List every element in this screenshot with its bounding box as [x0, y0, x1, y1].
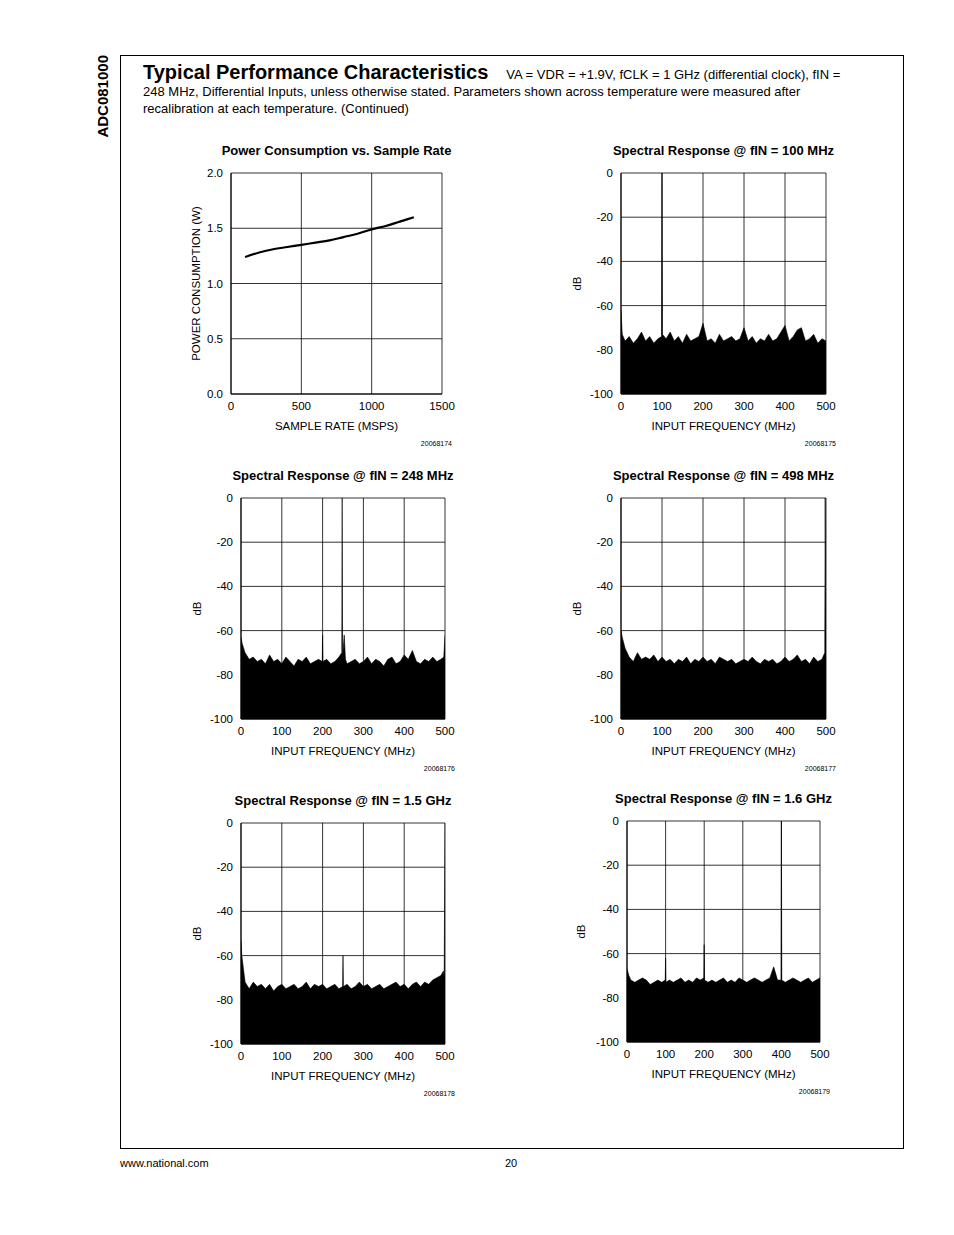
svg-text:-40: -40 [596, 255, 613, 267]
html-text:Power Consumption vs. Sample R: Power Consumption vs. Sample Rate [221, 143, 452, 158]
svg-text:INPUT FREQUENCY (MHz): INPUT FREQUENCY (MHz) [271, 745, 415, 757]
svg-text:200: 200 [693, 725, 712, 737]
svg-text:-80: -80 [596, 669, 613, 681]
html-text:20068178: 20068178 [423, 1090, 455, 1097]
svg-text:0: 0 [607, 492, 613, 504]
svg-text:200: 200 [695, 1048, 714, 1060]
svg-text:300: 300 [733, 1048, 752, 1060]
svg-text:0: 0 [618, 725, 624, 737]
svg-text:-20: -20 [596, 211, 613, 223]
svg-text:500: 500 [816, 725, 835, 737]
svg-text:400: 400 [775, 400, 794, 412]
svg-text:-100: -100 [210, 713, 233, 725]
svg-text:dB: dB [572, 601, 583, 615]
html-text:20: 20 [505, 1157, 518, 1169]
svg-text:0: 0 [613, 815, 619, 827]
svg-text:-80: -80 [216, 669, 233, 681]
svg-text:-60: -60 [216, 950, 233, 962]
svg-text:400: 400 [395, 1050, 414, 1062]
svg-text:dB: dB [572, 276, 583, 290]
svg-text:-100: -100 [596, 1036, 619, 1048]
html-text:20068179: 20068179 [798, 1088, 830, 1095]
svg-text:500: 500 [435, 1050, 454, 1062]
svg-text:400: 400 [395, 725, 414, 737]
svg-text:-40: -40 [602, 903, 619, 915]
svg-text:SAMPLE RATE (MSPS): SAMPLE RATE (MSPS) [275, 420, 398, 432]
svg-text:-20: -20 [596, 536, 613, 548]
svg-text:0: 0 [238, 1050, 244, 1062]
svg-text:-20: -20 [216, 536, 233, 548]
svg-text:100: 100 [652, 400, 671, 412]
html-text:VA = VDR = +1.9V, fCLK = 1 GHz: VA = VDR = +1.9V, fCLK = 1 GHz (differen… [143, 67, 841, 116]
svg-text:500: 500 [816, 400, 835, 412]
svg-text:300: 300 [734, 400, 753, 412]
svg-text:1.0: 1.0 [207, 278, 223, 290]
svg-text:0.0: 0.0 [207, 388, 223, 400]
svg-text:-40: -40 [216, 905, 233, 917]
svg-text:500: 500 [292, 400, 311, 412]
svg-text:500: 500 [435, 725, 454, 737]
svg-text:300: 300 [734, 725, 753, 737]
svg-text:INPUT FREQUENCY (MHz): INPUT FREQUENCY (MHz) [652, 745, 796, 757]
svg-text:POWER CONSUMPTION (W): POWER CONSUMPTION (W) [191, 206, 202, 361]
svg-text:-60: -60 [596, 625, 613, 637]
svg-text:-80: -80 [602, 992, 619, 1004]
svg-text:0.5: 0.5 [207, 333, 223, 345]
svg-text:100: 100 [656, 1048, 675, 1060]
svg-text:-100: -100 [590, 388, 613, 400]
svg-text:-60: -60 [596, 300, 613, 312]
svg-text:-80: -80 [216, 994, 233, 1006]
svg-text:200: 200 [313, 725, 332, 737]
svg-text:2.0: 2.0 [207, 167, 223, 179]
html-text:Typical Performance Characteri: Typical Performance Characteristics [143, 61, 489, 83]
svg-text:-100: -100 [210, 1038, 233, 1050]
svg-text:-100: -100 [590, 713, 613, 725]
html-text:Spectral Response @ fIN = 100: Spectral Response @ fIN = 100 MHz [612, 143, 834, 158]
html-text:20068177: 20068177 [804, 765, 836, 772]
html-text:Spectral Response @ fIN = 1.5: Spectral Response @ fIN = 1.5 GHz [234, 793, 452, 808]
svg-text:INPUT FREQUENCY (MHz): INPUT FREQUENCY (MHz) [652, 420, 796, 432]
svg-text:0: 0 [227, 492, 233, 504]
svg-text:200: 200 [693, 400, 712, 412]
html-text:Spectral Response @ fIN = 248: Spectral Response @ fIN = 248 MHz [232, 468, 454, 483]
svg-text:100: 100 [272, 725, 291, 737]
svg-text:INPUT FREQUENCY (MHz): INPUT FREQUENCY (MHz) [271, 1070, 415, 1082]
svg-text:1500: 1500 [429, 400, 455, 412]
html-text:ADC081000: ADC081000 [94, 55, 111, 138]
svg-text:300: 300 [354, 725, 373, 737]
svg-text:100: 100 [272, 1050, 291, 1062]
svg-text:500: 500 [810, 1048, 829, 1060]
html-text:Spectral Response @ fIN = 1.6: Spectral Response @ fIN = 1.6 GHz [615, 791, 832, 806]
svg-text:0: 0 [618, 400, 624, 412]
svg-text:-40: -40 [596, 580, 613, 592]
svg-text:-80: -80 [596, 344, 613, 356]
svg-text:0: 0 [228, 400, 234, 412]
svg-text:dB: dB [576, 924, 587, 938]
svg-text:-60: -60 [216, 625, 233, 637]
svg-text:-20: -20 [216, 861, 233, 873]
svg-text:dB: dB [192, 926, 203, 940]
html-text:20068176: 20068176 [423, 765, 455, 772]
svg-text:0: 0 [238, 725, 244, 737]
svg-text:0: 0 [624, 1048, 630, 1060]
html-text:Spectral Response @ fIN = 498: Spectral Response @ fIN = 498 MHz [612, 468, 834, 483]
svg-text:INPUT FREQUENCY (MHz): INPUT FREQUENCY (MHz) [652, 1068, 796, 1080]
svg-text:1.5: 1.5 [207, 222, 223, 234]
html-text:20068175: 20068175 [804, 440, 836, 447]
svg-text:-60: -60 [602, 948, 619, 960]
svg-text:-40: -40 [216, 580, 233, 592]
svg-text:100: 100 [652, 725, 671, 737]
svg-text:400: 400 [772, 1048, 791, 1060]
svg-text:-20: -20 [602, 859, 619, 871]
html-text:20068174: 20068174 [420, 440, 452, 447]
svg-text:0: 0 [607, 167, 613, 179]
html-text:www.national.com: www.national.com [120, 1157, 209, 1169]
svg-text:200: 200 [313, 1050, 332, 1062]
svg-text:300: 300 [354, 1050, 373, 1062]
svg-text:1000: 1000 [359, 400, 385, 412]
svg-text:0: 0 [227, 817, 233, 829]
svg-text:dB: dB [192, 601, 203, 615]
svg-text:400: 400 [775, 725, 794, 737]
